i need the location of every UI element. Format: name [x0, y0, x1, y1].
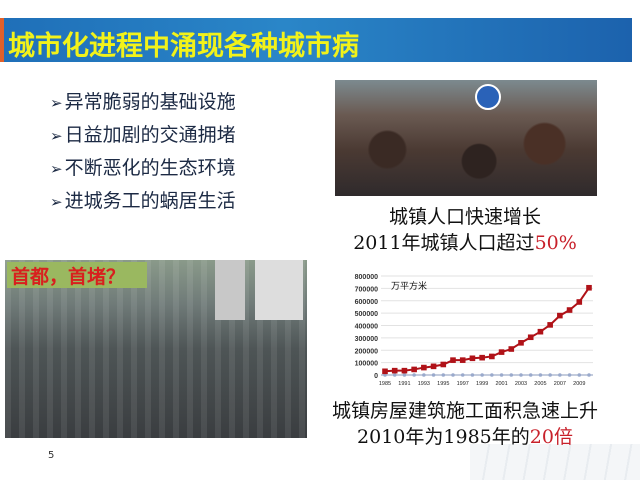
crowd-photo — [335, 80, 597, 196]
data-point — [430, 363, 437, 370]
bullet-list: ➢ 异常脆弱的基础设施 ➢ 日益加剧的交通拥堵 ➢ 不断恶化的生态环境 ➢ 进城务工的蜗… — [50, 86, 236, 218]
data-point — [498, 349, 505, 355]
data-point — [421, 364, 427, 371]
pedestrian-sign-icon — [475, 84, 501, 110]
slide-title: 城市化进程中涌现各种城市病 — [8, 31, 359, 62]
highlight-text: 20倍 — [529, 426, 573, 448]
data-point — [479, 354, 485, 361]
baseline-marker — [587, 373, 591, 377]
x-tick-label: 2001 — [495, 381, 507, 387]
bullet-item: ➢ 日益加剧的交通拥堵 — [50, 124, 236, 146]
baseline-marker — [567, 373, 572, 377]
baseline-marker — [431, 373, 436, 377]
data-point — [440, 361, 447, 368]
traffic-label-box — [7, 262, 147, 288]
baseline-marker — [402, 373, 407, 377]
baseline-marker — [451, 373, 455, 377]
data-point — [518, 340, 524, 346]
baseline-marker — [460, 373, 465, 377]
bullet-item: ➢ 异常脆弱的基础设施 — [50, 91, 236, 113]
traffic-label: 首都，首堵？ — [11, 266, 126, 288]
baseline-marker — [577, 373, 582, 377]
y-tick-label: 800000 — [355, 274, 378, 281]
y-tick-label: 600000 — [355, 299, 378, 306]
page-number: 5 — [48, 450, 55, 461]
baseline-marker — [480, 373, 484, 377]
decorative-corner — [470, 444, 640, 480]
arrowhead-bullet-icon: ➢ — [50, 94, 63, 112]
caption-line: 2011年城镇人口超过50% — [353, 232, 577, 254]
x-tick-label: 2003 — [515, 381, 527, 387]
baseline-marker — [519, 373, 523, 377]
baseline-marker — [392, 373, 397, 377]
construction-caption: 城镇房屋建筑施工面积急速上升 2010年为1985年的20倍 — [320, 398, 610, 450]
x-tick-label: 2005 — [534, 381, 546, 387]
baseline-marker — [499, 373, 504, 377]
building — [255, 260, 303, 320]
data-point — [547, 322, 553, 328]
data-point — [459, 357, 466, 363]
data-point — [469, 355, 476, 362]
y-tick-label: 200000 — [355, 348, 378, 355]
x-tick-label: 1995 — [437, 381, 449, 387]
unit-label: 万平方米 — [391, 280, 427, 292]
y-tick-label: 700000 — [355, 286, 378, 293]
baseline-marker — [490, 373, 494, 377]
baseline-marker — [383, 373, 387, 377]
baseline-marker — [509, 373, 514, 377]
caption-line: 2010年为1985年的20倍 — [357, 426, 573, 448]
data-point — [566, 307, 573, 313]
x-tick-label: 2007 — [554, 381, 566, 387]
data-point — [508, 346, 515, 352]
baseline-marker — [548, 373, 552, 377]
data-point — [557, 312, 563, 319]
bullet-item: ➢ 不断恶化的生态环境 — [50, 157, 236, 179]
y-tick-label: 500000 — [355, 311, 378, 318]
x-tick-label: 1991 — [398, 381, 410, 387]
data-point — [382, 368, 388, 375]
traffic-jam-photo: 首都，首堵？ — [5, 260, 307, 438]
baseline-marker — [538, 373, 543, 377]
data-point — [586, 284, 592, 291]
series-line — [384, 287, 590, 373]
arrowhead-bullet-icon: ➢ — [50, 160, 63, 178]
data-point — [401, 367, 408, 374]
y-tick-label: 0 — [374, 373, 378, 380]
arrowhead-bullet-icon: ➢ — [50, 193, 63, 211]
data-point — [527, 334, 534, 341]
title-accent-strip — [0, 18, 4, 62]
x-tick-label: 1999 — [476, 381, 488, 387]
baseline-marker — [528, 373, 533, 377]
baseline-marker — [470, 373, 475, 377]
caption-line: 城镇房屋建筑施工面积急速上升 — [331, 400, 598, 422]
x-tick-label: 1993 — [418, 381, 430, 387]
data-point — [576, 299, 583, 305]
x-tick-label: 2009 — [573, 381, 585, 387]
highlight-text: 50% — [534, 232, 577, 254]
bullet-item: ➢ 进城务工的蜗居生活 — [50, 190, 236, 212]
data-point — [411, 366, 417, 373]
baseline-marker — [412, 373, 416, 377]
data-point — [537, 328, 544, 335]
chart-svg: 0 100000 200000 300000 400000 500000 600000 700… — [355, 274, 593, 387]
title-bar: 城市化进程中涌现各种城市病 — [0, 18, 632, 62]
data-point — [391, 367, 398, 374]
caption-line: 城镇人口快速增长 — [388, 206, 541, 228]
population-caption: 城镇人口快速增长 2011年城镇人口超过50% — [320, 204, 610, 256]
x-tick-label: 1997 — [457, 381, 469, 387]
construction-area-chart: 0 100000 200000 300000 400000 500000 600000 700… — [335, 268, 599, 388]
y-tick-label: 400000 — [355, 324, 378, 331]
y-tick-label: 300000 — [355, 336, 378, 343]
baseline-marker — [422, 373, 426, 377]
x-tick-label: 1985 — [379, 381, 391, 387]
data-point — [450, 357, 456, 363]
arrowhead-bullet-icon: ➢ — [50, 127, 63, 145]
baseline-marker — [441, 373, 446, 377]
building — [215, 260, 245, 320]
data-point — [489, 353, 495, 360]
y-tick-label: 100000 — [355, 361, 378, 368]
baseline-marker — [558, 373, 562, 377]
